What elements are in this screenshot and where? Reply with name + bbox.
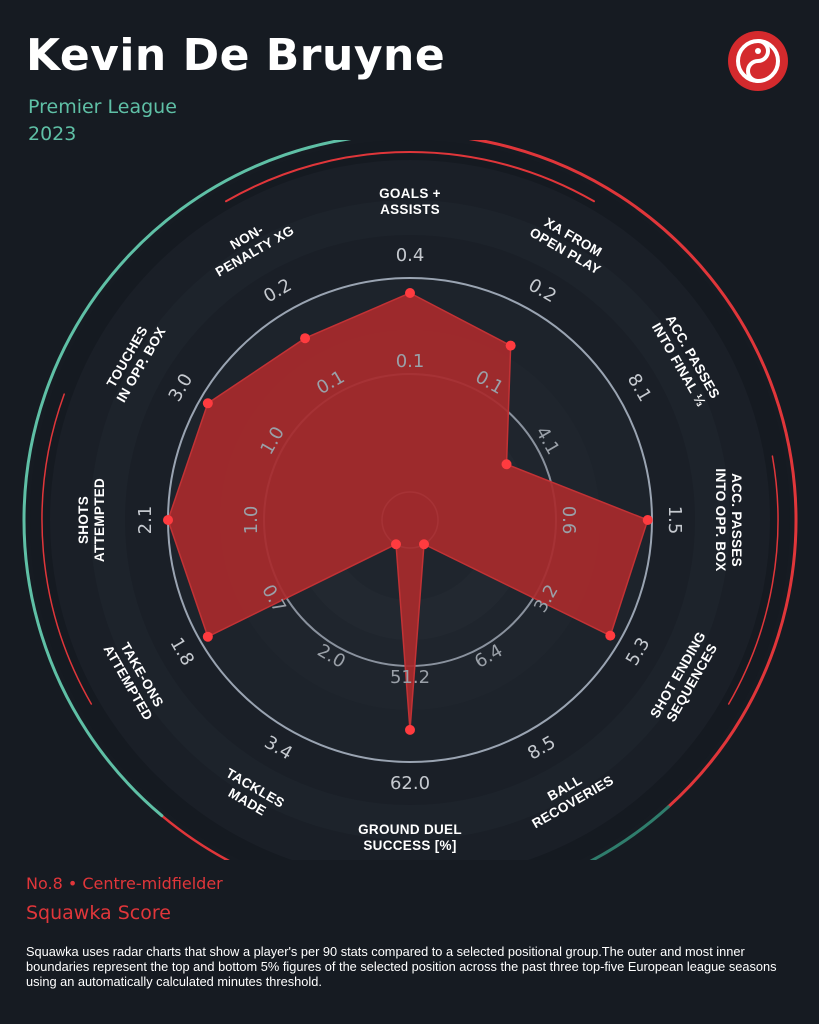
squawka-logo-icon [728,31,788,91]
category-label-9: SHOTSATTEMPTED [76,478,107,562]
radar-point-2 [501,459,512,470]
outer-ring-green-left [22,140,352,818]
league-label: Premier League [28,96,177,118]
inner-arc-red-top [225,151,595,203]
category-label-3: ACC. PASSESINTO OPP. BOX [713,468,744,571]
tick-label-inner-0: 0.1 [396,351,425,372]
tick-label-outer-0: 0.4 [396,245,425,266]
tick-label-inner-6: 51.2 [390,667,430,688]
radar-point-11 [300,333,311,344]
radar-point-9 [163,515,173,525]
season-label: 2023 [28,123,77,145]
tick-label-inner-3: 0.6 [558,506,579,535]
radar-point-6 [405,724,415,735]
player-role: No.8 • Centre-midfielder [26,874,223,893]
player-name: Kevin De Bruyne [26,30,446,81]
radar-polygon-layer [163,287,653,735]
tick-label-outer-6: 62.0 [390,773,430,794]
tick-label-outer-9: 2.1 [135,506,156,535]
radar-point-8 [202,631,213,642]
radar-point-3 [642,515,653,525]
radar-point-7 [391,539,401,550]
inner-arc-red-right [727,455,779,705]
category-label-0: GOALS + ASSISTS [379,186,441,217]
tick-label-outer-3: 1.5 [664,506,685,535]
radar-point-5 [419,539,429,550]
outer-ring-green-bottom [589,805,670,860]
radar-point-10 [202,398,213,409]
radar-point-0 [405,287,415,298]
radar-point-4 [605,630,616,641]
inner-arc-red-left [41,393,93,705]
outer-ring-red-bottom-left [160,814,230,860]
category-label-6: GROUND DUEL SUCCESS [%] [358,822,462,853]
tick-label-inner-9: 1.0 [241,506,262,535]
squawka-score-label: Squawka Score [26,902,171,924]
radar-point-1 [505,340,516,351]
methodology-note: Squawka uses radar charts that show a pl… [26,944,777,989]
outer-ring-red-right [468,140,798,809]
